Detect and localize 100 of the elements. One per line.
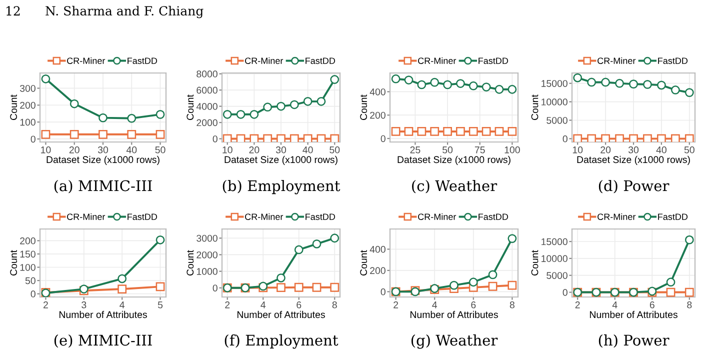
y-tick-label: 15000 [542,80,568,87]
y-tick-label: 0 [30,290,36,298]
x-axis-title: Dataset Size (x1000 rows) [577,156,690,165]
y-tick-label: 1000 [196,268,218,275]
x-tick-label: 6 [296,301,302,308]
y-axis-title: Count [186,94,194,120]
y-tick-label: 150 [20,250,36,258]
x-axis-title: Number of Attributes [590,310,678,318]
legend-label: CR-Miner [418,57,456,64]
x-tick-label: 25 [410,146,420,154]
legend-label: CR-Miner [418,213,456,220]
y-axis-title: Count [186,250,194,276]
x-tick-label: 4 [120,302,125,308]
x-tick-label: 20 [249,146,260,154]
x-tick-label: 10 [222,146,232,154]
x-axis-title: Number of Attributes [410,310,498,318]
y-tick-label: 2000 [196,251,218,258]
x-tick-label: 5 [158,302,163,308]
text: (b) Employment [222,180,340,194]
x-axis-title: Dataset Size (x1000 rows) [398,156,510,165]
x-tick-label: 4 [260,302,266,308]
x-tick-label: 50 [684,146,694,154]
y-axis-title: Count [10,94,17,120]
y-tick-label: 5000 [546,272,568,279]
x-tick-label: 40 [656,146,666,154]
x-tick-label: 2 [44,301,48,308]
y-axis-title: Count [531,94,538,120]
y-tick-label: 0 [380,135,386,142]
y-tick-label: 0 [562,289,568,296]
y-tick-label: 10000 [542,255,568,262]
legend-label: FastDD [128,214,158,220]
y-tick-label: 6000 [196,86,218,94]
legend-label: CR-Miner [245,57,284,64]
x-tick-label: 30 [98,146,108,154]
x-tick-label: 6 [471,301,476,308]
y-tick-label: 300 [20,84,36,92]
y-tick-label: 100 [20,264,36,271]
x-tick-label: 8 [687,301,692,308]
legend-label: CR-Miner [245,213,284,220]
x-axis-title: Dataset Size (x1000 rows) [46,156,160,165]
x-tick-label: 50 [155,146,166,154]
legend-label: CR-Miner [67,213,106,220]
legend-label: FastDD [658,214,688,220]
y-tick-label: 50 [25,277,36,284]
text: (e) MIMIC-III [54,334,152,348]
legend-label: FastDD [128,58,158,64]
y-tick-label: 200 [370,267,386,274]
x-tick-label: 2 [575,301,580,308]
x-tick-label: 30 [276,146,286,154]
x-tick-label: 40 [302,146,313,154]
legend-label: FastDD [478,58,508,64]
x-tick-label: 40 [126,146,137,154]
x-tick-label: 10 [41,146,51,154]
x-tick-label: 2 [394,301,398,308]
y-tick-label: 4000 [196,103,218,110]
x-tick-label: 50 [442,146,453,154]
y-tick-label: 8000 [196,70,218,78]
x-tick-label: 10 [572,146,583,154]
text: (c) Weather [412,180,498,194]
legend-label: FastDD [306,214,336,220]
y-tick-label: 0 [562,135,568,142]
x-tick-label: 8 [510,301,514,308]
y-axis-title: Count [360,94,367,120]
x-tick-label: 30 [628,146,639,154]
y-tick-label: 100 [20,118,36,126]
x-tick-label: 8 [332,301,337,308]
text: (a) MIMIC-III [54,180,152,194]
text: (h) Power [598,334,670,348]
y-tick-label: 200 [20,102,36,109]
legend-label: FastDD [478,214,508,220]
y-axis-title: Count [360,250,367,276]
y-tick-label: 0 [212,284,218,292]
y-tick-label: 0 [212,135,218,142]
x-tick-label: 20 [600,146,611,154]
x-axis-title: Dataset Size (x1000 rows) [224,156,338,165]
y-tick-label: 10000 [542,98,568,106]
x-tick-label: 20 [69,146,80,154]
y-tick-label: 0 [380,288,386,296]
text: (g) Weather [411,334,498,349]
legend-label: FastDD [306,58,336,64]
y-tick-label: 200 [370,112,386,119]
x-axis-title: Number of Attributes [237,310,325,318]
y-tick-label: 200 [20,237,36,244]
x-tick-label: 100 [504,146,520,154]
y-axis-title: Count [531,250,538,276]
text: 12 [6,6,20,16]
y-tick-label: 2000 [196,119,218,126]
x-axis-title: Number of Attributes [59,310,147,318]
legend-label: FastDD [658,58,688,64]
x-tick-label: 4 [432,302,438,308]
x-tick-label: 50 [330,146,340,154]
y-axis-title: Count [10,250,17,276]
legend-label: CR-Miner [67,57,106,64]
y-tick-label: 0 [30,136,36,143]
text: N. Sharma and F. Chiang [46,6,204,18]
x-tick-label: 3 [82,301,86,308]
x-tick-label: 75 [474,146,485,154]
x-tick-label: 4 [612,302,618,308]
y-tick-label: 3000 [196,234,218,242]
legend-label: CR-Miner [598,213,636,220]
